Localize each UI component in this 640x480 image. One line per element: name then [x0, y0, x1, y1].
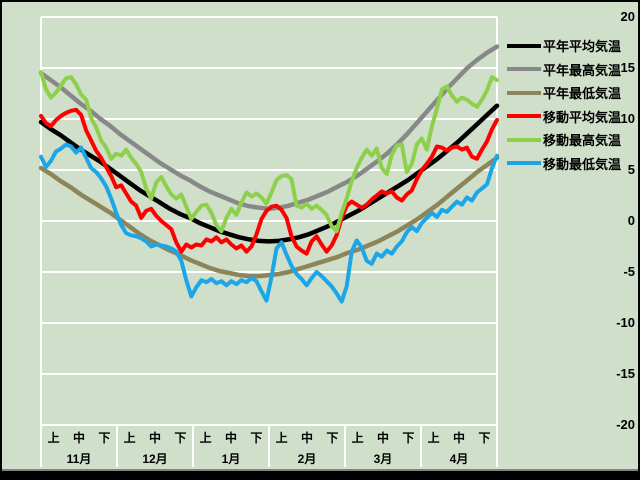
x-period-label: 下 — [250, 431, 263, 445]
legend: 平年平均気温 平年最高気温 平年最低気温 移動平均気温 移動最高気温 移動最低気温 — [507, 34, 621, 175]
legend-label: 平年平均気温 — [543, 39, 622, 55]
x-period-label: 中 — [376, 431, 389, 445]
legend-item-normal-avg: 平年平均気温 — [507, 34, 621, 58]
y-tick-label: -20 — [616, 417, 635, 432]
legend-item-moving-min: 移動最低気温 — [507, 152, 621, 176]
x-period-label: 中 — [224, 431, 237, 445]
x-period-label: 下 — [326, 431, 339, 445]
x-month-label: 12月 — [142, 452, 168, 466]
series-line-moving-max — [39, 70, 499, 234]
legend-line-swatch — [507, 43, 541, 48]
legend-item-normal-min: 平年最低気温 — [507, 81, 621, 105]
legend-label: 移動最低気温 — [543, 156, 622, 172]
x-period-label: 中 — [148, 431, 161, 445]
legend-line-swatch — [507, 161, 541, 166]
series-line-moving-min — [39, 142, 499, 304]
y-tick-label: -15 — [616, 366, 635, 381]
x-period-label: 中 — [72, 431, 85, 445]
x-period-label: 上 — [123, 431, 136, 445]
legend-label: 平年最高気温 — [543, 62, 622, 78]
y-tick-label: -5 — [623, 264, 635, 279]
x-period-label: 下 — [402, 431, 415, 445]
legend-line-swatch — [507, 67, 541, 72]
x-period-label: 上 — [351, 431, 364, 445]
legend-item-moving-max: 移動最高気温 — [507, 128, 621, 152]
x-month-label: 1月 — [221, 452, 241, 466]
legend-line-swatch — [507, 137, 541, 142]
x-month-label: 4月 — [449, 452, 469, 466]
legend-label: 移動最高気温 — [543, 133, 622, 149]
y-tick-label: -10 — [616, 315, 635, 330]
legend-label: 移動平均気温 — [543, 109, 622, 125]
series-line-normal-max — [38, 44, 500, 212]
legend-item-normal-max: 平年最高気温 — [507, 58, 621, 82]
x-period-label: 下 — [174, 431, 187, 445]
x-month-label: 2月 — [297, 452, 317, 466]
x-period-label: 下 — [478, 431, 491, 445]
y-tick-label: 20 — [620, 9, 635, 24]
x-month-label: 11月 — [66, 452, 92, 466]
x-period-label: 上 — [47, 431, 60, 445]
y-tick-label: 5 — [627, 162, 635, 177]
x-period-label: 中 — [300, 431, 313, 445]
legend-item-moving-avg: 移動平均気温 — [507, 105, 621, 129]
legend-line-swatch — [507, 114, 541, 119]
x-period-label: 中 — [452, 431, 465, 445]
y-tick-label: 0 — [627, 213, 635, 228]
x-month-label: 3月 — [373, 452, 393, 466]
x-period-label: 上 — [199, 431, 212, 445]
window-bottom-frame — [2, 469, 638, 478]
legend-line-swatch — [507, 90, 541, 95]
legend-label: 平年最低気温 — [543, 86, 622, 102]
y-tick-label: 15 — [620, 60, 635, 75]
series-line-moving-avg — [39, 107, 499, 256]
y-tick-label: 10 — [620, 111, 635, 126]
x-period-label: 下 — [98, 431, 111, 445]
x-period-label: 上 — [427, 431, 440, 445]
x-period-label: 上 — [275, 431, 288, 445]
